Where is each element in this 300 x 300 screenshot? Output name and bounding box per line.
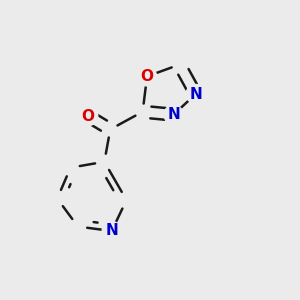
Text: N: N <box>167 107 180 122</box>
Ellipse shape <box>102 221 121 241</box>
Text: O: O <box>82 109 95 124</box>
Ellipse shape <box>137 67 157 86</box>
Text: O: O <box>141 69 154 84</box>
Ellipse shape <box>186 85 205 104</box>
Text: N: N <box>189 87 202 102</box>
Text: N: N <box>105 224 118 238</box>
Ellipse shape <box>79 106 98 126</box>
Ellipse shape <box>164 105 183 124</box>
